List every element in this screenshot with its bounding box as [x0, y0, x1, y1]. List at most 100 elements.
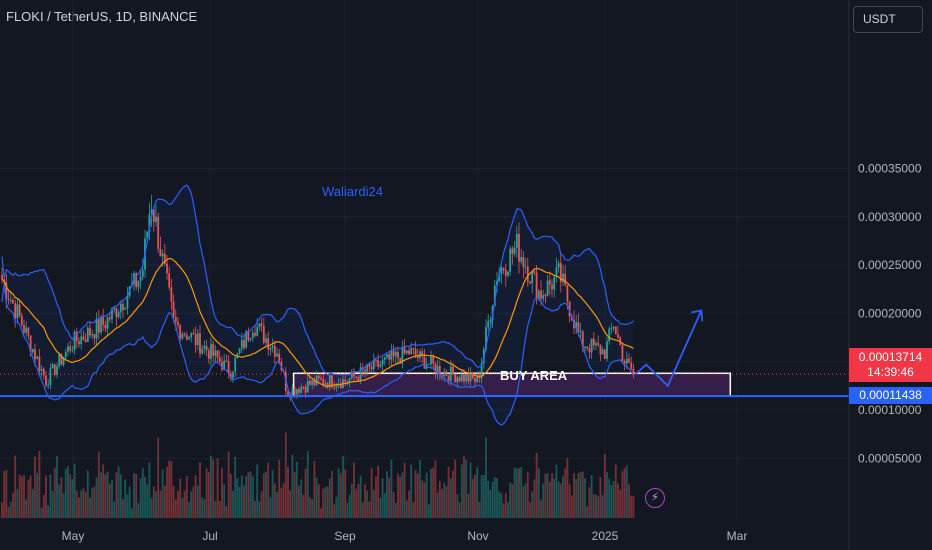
volume-bar — [511, 484, 514, 518]
volume-bar — [577, 472, 580, 518]
candle-body — [553, 276, 556, 290]
volume-bar — [12, 493, 14, 518]
volume-bar — [344, 469, 347, 518]
candle-body — [434, 363, 437, 374]
volume-bar — [502, 503, 505, 518]
candle-body — [135, 273, 138, 288]
candle-body — [551, 284, 553, 290]
price-tick-label: 0.00025000 — [858, 258, 922, 272]
candle-body — [157, 216, 160, 249]
volume-bar — [546, 472, 549, 518]
volume-bar — [331, 470, 333, 518]
candle-body — [201, 348, 204, 354]
volume-bar — [122, 498, 124, 518]
volume-bar — [225, 506, 228, 518]
volume-bar — [49, 474, 52, 518]
candle-body — [511, 248, 514, 254]
candle-body — [568, 301, 571, 317]
volume-bar — [421, 480, 424, 518]
candle-body — [254, 332, 256, 336]
candle-body — [485, 327, 487, 350]
candle-body — [383, 357, 386, 360]
candle-body — [559, 263, 562, 283]
candle-body — [27, 327, 30, 336]
bollinger-basis-line — [1, 257, 634, 388]
candle-body — [38, 356, 41, 371]
volume-bar — [280, 487, 283, 518]
candle-body — [493, 285, 496, 307]
candle-body — [403, 346, 406, 354]
volume-bar — [150, 498, 153, 518]
candle-body — [95, 319, 98, 339]
volume-bar — [159, 490, 162, 518]
volume-bar — [212, 459, 215, 518]
volume-bar — [69, 474, 72, 518]
candle-body — [62, 357, 65, 365]
volume-bar — [258, 501, 261, 518]
volume-bar — [199, 462, 201, 518]
candle-body — [467, 374, 470, 382]
candle-body — [119, 303, 122, 313]
volume-bar — [507, 502, 509, 518]
volume-bar — [612, 481, 615, 518]
candle-body — [522, 257, 525, 268]
volume-bar — [559, 483, 562, 518]
volume-bar — [137, 502, 140, 518]
time-tick-label: Sep — [334, 529, 356, 543]
candle-body — [258, 323, 261, 328]
candle-body — [537, 290, 540, 300]
candle-body — [86, 327, 89, 342]
volume-bar — [346, 502, 349, 518]
candle-body — [460, 374, 463, 382]
volume-bar — [619, 489, 622, 518]
volume-bar — [102, 464, 105, 518]
volume-bar — [515, 468, 518, 518]
candle-body — [610, 328, 613, 330]
candle-body — [73, 331, 76, 350]
volume-bar — [447, 466, 450, 518]
volume-bar — [295, 461, 298, 518]
candle-body — [51, 364, 54, 369]
volume-bar — [487, 480, 490, 518]
candle-body — [185, 334, 188, 340]
volume-bar — [25, 499, 28, 518]
candle-body — [214, 350, 217, 356]
volume-bar — [71, 478, 74, 518]
candle-body — [18, 304, 21, 316]
candle-body — [577, 322, 580, 332]
candle-body — [540, 290, 542, 299]
volume-bar — [379, 497, 382, 518]
volume-bar — [243, 485, 245, 518]
currency-button[interactable]: USDT — [853, 6, 923, 33]
volume-bar — [423, 482, 426, 518]
volume-bar — [214, 501, 217, 518]
candle-body — [14, 303, 17, 319]
price-tick-label: 0.00005000 — [858, 451, 922, 465]
volume-bar — [315, 477, 318, 518]
candle-body — [302, 386, 305, 388]
volume-bar — [236, 478, 239, 518]
candle-body — [249, 338, 252, 340]
candle-body — [42, 368, 45, 376]
volume-bar — [302, 494, 305, 518]
volume-bar — [489, 489, 492, 518]
volume-bar — [368, 501, 371, 518]
volume-bar — [238, 486, 241, 518]
lightning-icon[interactable]: ⚡ — [645, 488, 665, 508]
candle-body — [67, 346, 69, 352]
candle-body — [430, 356, 432, 365]
volume-bar — [348, 494, 351, 518]
candle-body — [108, 317, 111, 320]
volume-bar — [614, 464, 617, 518]
volume-bar — [509, 482, 512, 518]
volume-bar — [355, 488, 358, 518]
candle-body — [333, 387, 336, 389]
volume-bar — [632, 496, 635, 518]
candle-body — [603, 349, 606, 359]
candle-body — [388, 354, 391, 360]
volume-bar — [432, 467, 435, 518]
volume-bar — [205, 468, 208, 518]
candle-body — [410, 348, 413, 355]
volume-bar — [361, 502, 364, 518]
